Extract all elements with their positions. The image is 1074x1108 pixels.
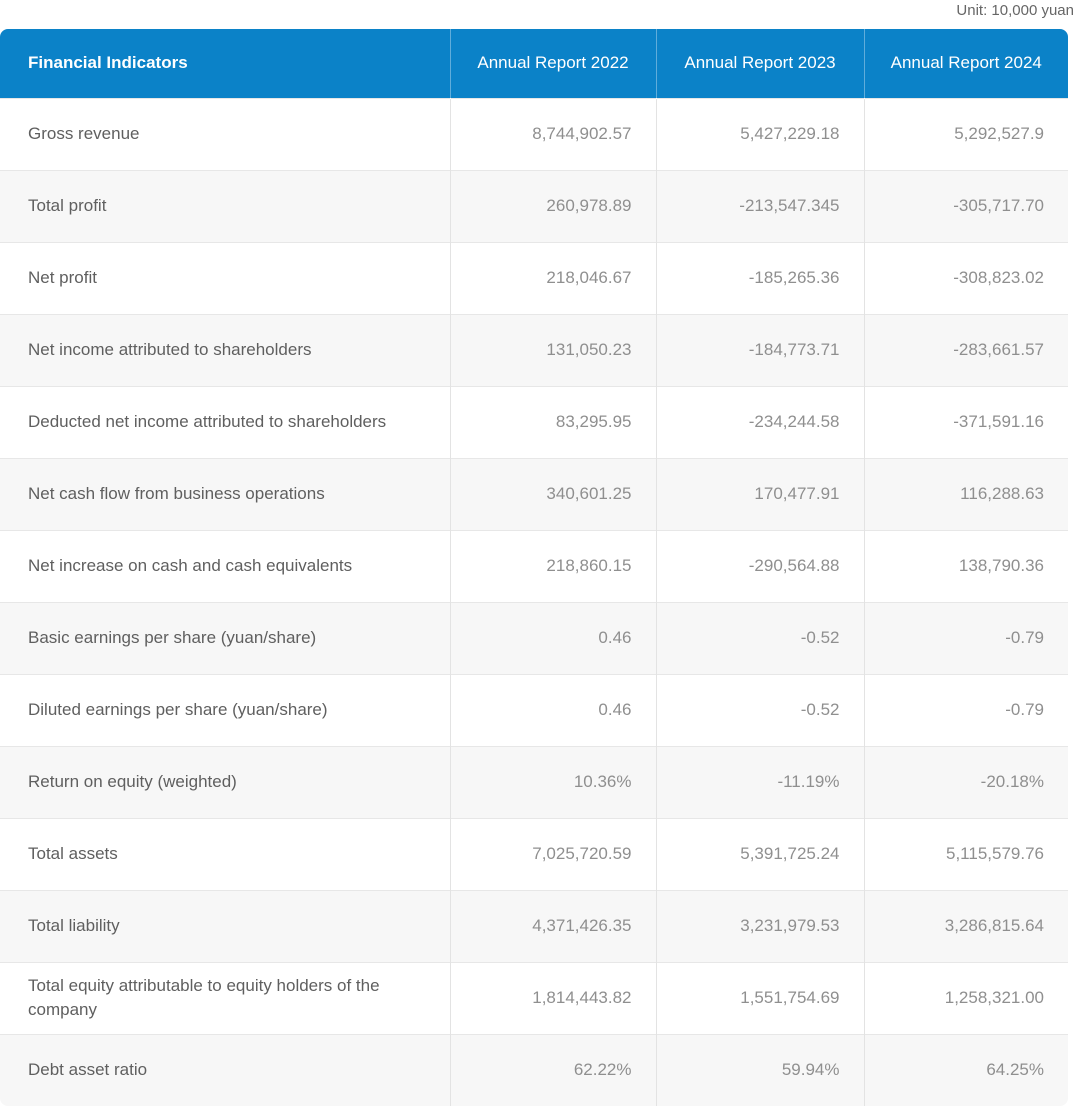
row-value: 0.46 — [449, 602, 656, 674]
row-label: Return on equity (weighted) — [28, 772, 237, 791]
table-body: Gross revenue 8,744,902.57 5,427,229.18 5,2… — [0, 98, 1068, 1106]
row-label: Total assets — [28, 844, 118, 863]
row-label-cell: Deducted net income attributed to shareh… — [0, 386, 450, 458]
row-label: Basic earnings per share (yuan/share) — [28, 628, 317, 647]
row-value: -11.19% — [655, 746, 864, 818]
row-label-cell: Basic earnings per share (yuan/share) — [0, 602, 450, 674]
row-value: 83,295.95 — [449, 386, 656, 458]
row-value: 4,371,426.35 — [449, 890, 656, 962]
row-value: -290,564.88 — [655, 530, 864, 602]
row-label-cell: Net cash flow from business operations — [0, 458, 450, 530]
row-label-cell: Gross revenue — [0, 98, 450, 170]
row-value: 3,231,979.53 — [655, 890, 864, 962]
column-header-annual-report-2022: Annual Report 2022 — [449, 29, 656, 98]
row-label-cell: Debt asset ratio — [0, 1034, 450, 1106]
row-label: Net cash flow from business operations — [28, 484, 325, 503]
row-value: 3,286,815.64 — [863, 890, 1068, 962]
row-label: Deducted net income attributed to shareh… — [28, 412, 387, 431]
row-label: Total profit — [28, 196, 107, 215]
row-value: -308,823.02 — [863, 242, 1068, 314]
row-value: 116,288.63 — [863, 458, 1068, 530]
row-label-cell: Total assets — [0, 818, 450, 890]
row-value: 5,427,229.18 — [655, 98, 864, 170]
table-row: Return on equity (weighted) 10.36% -11.19%… — [0, 746, 1068, 818]
row-value: 7,025,720.59 — [449, 818, 656, 890]
row-value: 1,258,321.00 — [863, 962, 1068, 1034]
row-value: 1,551,754.69 — [655, 962, 864, 1034]
row-value: 340,601.25 — [449, 458, 656, 530]
table-row: Deducted net income attributed to shareh… — [0, 386, 1068, 458]
row-label-cell: Net increase on cash and cash equivalent… — [0, 530, 450, 602]
row-value: -0.52 — [655, 674, 864, 746]
table-row: Net increase on cash and cash equivalent… — [0, 530, 1068, 602]
row-value: -0.79 — [863, 602, 1068, 674]
table-row: Gross revenue 8,744,902.57 5,427,229.18 5,2… — [0, 98, 1068, 170]
row-value: 170,477.91 — [655, 458, 864, 530]
row-label-cell: Total profit — [0, 170, 450, 242]
table-row: Net profit 218,046.67 -185,265.36 -308,823.… — [0, 242, 1068, 314]
header-row: Financial Indicators Annual Report 2022 … — [0, 29, 1068, 98]
row-value: 218,860.15 — [449, 530, 656, 602]
row-value: -283,661.57 — [863, 314, 1068, 386]
row-label: Net profit — [28, 268, 97, 287]
row-value: 64.25% — [863, 1034, 1068, 1106]
row-label: Total liability — [28, 916, 120, 935]
row-value: 10.36% — [449, 746, 656, 818]
row-label-cell: Total liability — [0, 890, 450, 962]
table-row: Basic earnings per share (yuan/share) 0.4… — [0, 602, 1068, 674]
row-value: 0.46 — [449, 674, 656, 746]
row-label-cell: Total equity attributable to equity hold… — [0, 962, 450, 1034]
row-label: Gross revenue — [28, 124, 140, 143]
financial-indicators-table: Financial Indicators Annual Report 2022 … — [0, 29, 1068, 1106]
table-row: Total profit 260,978.89 -213,547.345 -305,7… — [0, 170, 1068, 242]
row-value: -185,265.36 — [655, 242, 864, 314]
row-value: 218,046.67 — [449, 242, 656, 314]
row-value: -305,717.70 — [863, 170, 1068, 242]
row-value: 8,744,902.57 — [449, 98, 656, 170]
column-header-annual-report-2024: Annual Report 2024 — [863, 29, 1068, 98]
table-header: Financial Indicators Annual Report 2022 … — [0, 29, 1068, 98]
row-label-cell: Diluted earnings per share (yuan/share) — [0, 674, 450, 746]
table-row: Total equity attributable to equity hold… — [0, 962, 1068, 1034]
row-value: -0.79 — [863, 674, 1068, 746]
table-row: Total assets 7,025,720.59 5,391,725.24 5,11… — [0, 818, 1068, 890]
row-value: 5,292,527.9 — [863, 98, 1068, 170]
row-label-cell: Net income attributed to shareholders — [0, 314, 450, 386]
table-row: Total liability 4,371,426.35 3,231,979.53 3… — [0, 890, 1068, 962]
row-label: Net increase on cash and cash equivalent… — [28, 556, 353, 575]
table-row: Net cash flow from business operations 34… — [0, 458, 1068, 530]
table-row: Debt asset ratio 62.22% 59.94% 64.25% — [0, 1034, 1068, 1106]
row-label: Total equity attributable to equity hold… — [28, 976, 380, 1019]
row-value: -184,773.71 — [655, 314, 864, 386]
row-value: -234,244.58 — [655, 386, 864, 458]
row-value: 5,115,579.76 — [863, 818, 1068, 890]
row-value: 5,391,725.24 — [655, 818, 864, 890]
row-value: 260,978.89 — [449, 170, 656, 242]
table-row: Net income attributed to shareholders 131… — [0, 314, 1068, 386]
financial-table-card: Financial Indicators Annual Report 2022 … — [0, 29, 1068, 1106]
row-label: Debt asset ratio — [28, 1060, 148, 1080]
row-value: 1,814,443.82 — [449, 962, 656, 1034]
row-value: -371,591.16 — [863, 386, 1068, 458]
row-value: -20.18% — [863, 746, 1068, 818]
row-value: 62.22% — [449, 1034, 656, 1106]
row-label-cell: Net profit — [0, 242, 450, 314]
row-label: Diluted earnings per share (yuan/share) — [28, 700, 328, 719]
column-header-financial-indicators: Financial Indicators — [0, 29, 450, 98]
row-value: 131,050.23 — [449, 314, 656, 386]
row-value: -213,547.345 — [655, 170, 864, 242]
row-value: -0.52 — [655, 602, 864, 674]
row-value: 59.94% — [655, 1034, 864, 1106]
table-row: Diluted earnings per share (yuan/share) 0… — [0, 674, 1068, 746]
row-value: 138,790.36 — [863, 530, 1068, 602]
column-header-annual-report-2023: Annual Report 2023 — [655, 29, 864, 98]
row-label-cell: Return on equity (weighted) — [0, 746, 450, 818]
unit-note: Unit: 10,000 yuan — [956, 2, 1074, 19]
row-label: Net income attributed to shareholders — [28, 340, 312, 359]
